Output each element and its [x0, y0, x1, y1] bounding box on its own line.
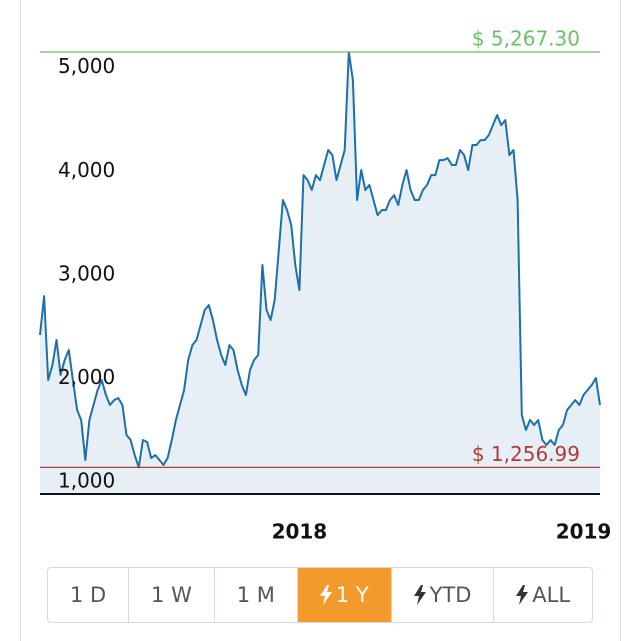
- range-button[interactable]: ALL: [494, 568, 592, 622]
- range-button[interactable]: 1 Y: [297, 568, 392, 622]
- area-fill: [40, 52, 600, 494]
- bolt-shape: [319, 585, 332, 605]
- y-tick-label: 5,000: [58, 54, 115, 78]
- y-tick-label: 4,000: [58, 158, 115, 182]
- range-button[interactable]: 1 D: [48, 568, 130, 622]
- bolt-icon: [319, 585, 332, 605]
- x-tick-label: 2018: [272, 520, 328, 544]
- y-tick-label: 3,000: [58, 261, 115, 285]
- range-selector: 1 D 1 W 1 M 1 Y YTD ALL: [47, 567, 593, 623]
- button-label: 1 D: [69, 583, 107, 607]
- button-label: 1 M: [236, 583, 275, 607]
- x-tick-label: 2019: [556, 520, 612, 544]
- bolt-icon: [413, 585, 426, 605]
- range-button[interactable]: 1 W: [129, 568, 215, 622]
- y-tick-label: 1,000: [58, 469, 115, 493]
- bolt-shape: [413, 585, 426, 605]
- range-button[interactable]: YTD: [392, 568, 495, 622]
- range-button[interactable]: 1 M: [215, 568, 298, 622]
- button-label: YTD: [429, 583, 472, 607]
- bolt-icon: [516, 585, 529, 605]
- bolt-shape: [516, 585, 529, 605]
- button-label: 1 Y: [335, 583, 369, 607]
- button-label: ALL: [532, 583, 571, 607]
- y-tick-label: 2,000: [58, 365, 115, 389]
- button-label: 1 W: [151, 583, 192, 607]
- price-line: [39, 51, 601, 469]
- range-label: $ 5,267.30: [472, 26, 580, 50]
- range-label: $ 1,256.99: [472, 442, 580, 466]
